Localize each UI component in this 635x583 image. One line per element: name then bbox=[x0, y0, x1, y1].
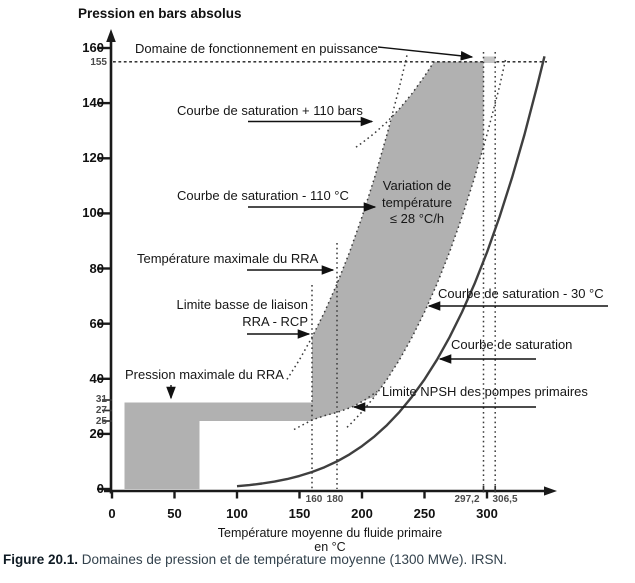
y-axis-minor-ticks bbox=[102, 399, 112, 422]
y-tick-20: 20 bbox=[89, 426, 104, 441]
power-operation-bar bbox=[483, 56, 496, 63]
x-tick-150: 150 bbox=[288, 506, 311, 521]
y-axis-major-ticks bbox=[97, 46, 111, 491]
saturation-plus-110bars-curve bbox=[355, 61, 435, 148]
label-limite-basse-line1: Limite basse de liaison bbox=[176, 297, 308, 312]
saturation-minus-110c-curve bbox=[286, 52, 409, 380]
y-tick-140: 140 bbox=[82, 95, 104, 110]
label-limite-basse-line2: RRA - RCP bbox=[242, 314, 308, 329]
label-saturation: Courbe de saturation bbox=[451, 337, 573, 352]
x-tick-0: 0 bbox=[108, 506, 116, 521]
y-tick-60: 60 bbox=[89, 316, 104, 331]
chart-title: Pression en bars absolus bbox=[78, 6, 242, 21]
y-tick-25: 25 bbox=[95, 416, 107, 427]
saturation-minus-30c-curve bbox=[346, 58, 507, 428]
x-tick-297-2: 297,2 bbox=[454, 494, 480, 505]
y-tick-40: 40 bbox=[89, 371, 104, 386]
x-tick-100: 100 bbox=[226, 506, 248, 521]
label-npsh: Limite NPSH des pompes primaires bbox=[382, 384, 588, 399]
x-tick-200: 200 bbox=[351, 506, 373, 521]
y-tick-160: 160 bbox=[82, 40, 104, 55]
operating-domain-region bbox=[312, 61, 484, 421]
x-axis-arrowhead bbox=[544, 486, 557, 496]
y-tick-100: 100 bbox=[82, 205, 104, 220]
npsh-limit-curve bbox=[293, 390, 378, 431]
y-tick-27: 27 bbox=[95, 405, 107, 416]
x-tick-160: 160 bbox=[305, 494, 323, 505]
x-axis bbox=[104, 486, 557, 499]
label-sat-minus-30: Courbe de saturation - 30 °C bbox=[438, 286, 604, 301]
label-limite-basse: Limite basse de liaison RRA - RCP bbox=[163, 296, 308, 330]
x-tick-300: 300 bbox=[476, 506, 498, 521]
x-tick-50: 50 bbox=[167, 506, 182, 521]
label-sat-plus-110: Courbe de saturation + 110 bars bbox=[177, 103, 363, 118]
x-axis-major-ticks bbox=[110, 491, 489, 499]
label-variation-line3: ≤ 28 °C/h bbox=[389, 211, 445, 226]
x-tick-250: 250 bbox=[413, 506, 436, 521]
y-axis-arrowhead bbox=[106, 29, 116, 42]
figure-caption: Figure 20.1. Domaines de pression et de … bbox=[3, 552, 507, 567]
label-power-domain: Domaine de fonctionnement en puissance bbox=[135, 41, 378, 56]
label-variation-temperature: Variation de température ≤ 28 °C/h bbox=[367, 178, 467, 228]
x-tick-180: 180 bbox=[326, 494, 344, 505]
x-tick-306-5: 306,5 bbox=[492, 494, 518, 505]
x-axis-minor-ticks bbox=[482, 486, 497, 493]
figure-caption-number: Figure 20.1. bbox=[3, 552, 79, 567]
y-tick-0: 0 bbox=[96, 481, 104, 496]
x-axis-title: Température moyenne du fluide primaire e… bbox=[217, 526, 443, 554]
label-sat-minus-110: Courbe de saturation - 110 °C bbox=[177, 188, 349, 203]
y-tick-80: 80 bbox=[89, 260, 104, 276]
label-pression-max-rra: Pression maximale du RRA bbox=[125, 367, 284, 382]
y-tick-155: 155 bbox=[90, 56, 107, 68]
label-temp-max-rra: Température maximale du RRA bbox=[137, 251, 319, 266]
y-axis bbox=[97, 29, 116, 494]
rra-domain-region bbox=[124, 402, 312, 489]
label-variation-line1: Variation de bbox=[382, 178, 452, 193]
label-variation-line2: température bbox=[381, 194, 453, 210]
y-tick-120: 120 bbox=[82, 150, 104, 165]
figure-caption-text: Domaines de pression et de température m… bbox=[81, 552, 508, 567]
annotation-arrows bbox=[166, 46, 608, 412]
y-tick-31: 31 bbox=[95, 394, 107, 405]
saturation-curve bbox=[236, 56, 546, 488]
power-domain-arrow bbox=[377, 46, 474, 61]
